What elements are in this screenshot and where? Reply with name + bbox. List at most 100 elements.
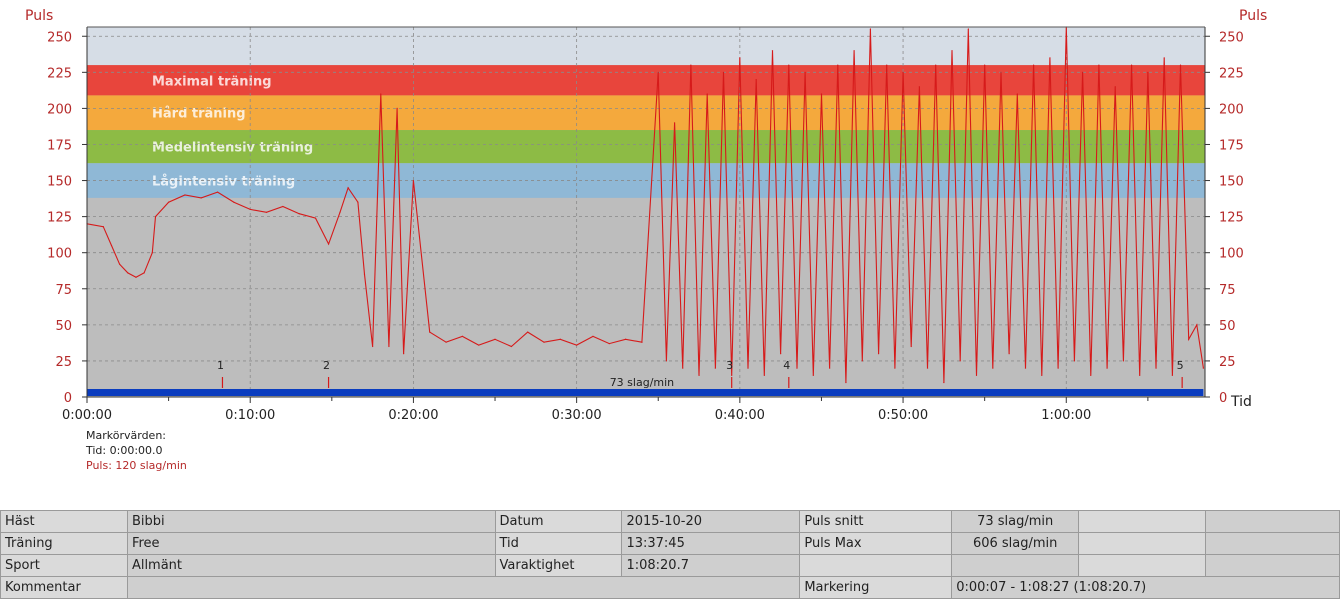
pulse-data-point — [1130, 64, 1133, 66]
pulse-data-point — [151, 252, 153, 254]
pulse-data-point — [869, 28, 872, 30]
pulse-data-point — [771, 50, 774, 52]
pulse-data-point — [926, 367, 929, 369]
y-axis-title-right: Puls — [1239, 8, 1267, 24]
x-tick-label: 0:30:00 — [552, 408, 602, 423]
y-tick-label-left: 0 — [64, 391, 72, 406]
pulse-data-point — [510, 345, 512, 348]
pulse-data-point — [576, 344, 578, 346]
y-tick-label-right: 125 — [1219, 211, 1244, 226]
pulse-data-point — [739, 57, 741, 59]
marker-number: 1 — [217, 359, 224, 372]
y-tick-label-left: 25 — [55, 355, 72, 370]
table-cell — [1078, 554, 1207, 577]
table-cell: Bibbi — [126, 510, 496, 533]
table-cell: Datum — [494, 510, 623, 533]
pulse-data-point — [357, 201, 359, 203]
pulse-data-point — [861, 360, 863, 362]
table-row: Kommentar Markering 0:00:07 - 1:08:27 (1:0… — [0, 576, 1340, 599]
y-axis-title-left: Puls — [25, 8, 53, 24]
table-cell — [1078, 532, 1207, 555]
pulse-data-point — [184, 194, 186, 196]
table-cell — [799, 554, 953, 577]
pulse-data-point — [168, 201, 170, 203]
pulse-data-point — [1114, 86, 1116, 88]
pulse-data-point — [959, 360, 961, 362]
pulse-data-point — [102, 226, 104, 228]
table-cell: 0:00:07 - 1:08:27 (1:08:20.7) — [951, 576, 1340, 599]
pulse-data-point — [829, 367, 831, 369]
pulse-data-point — [608, 343, 610, 345]
y-tick-label-left: 50 — [55, 319, 72, 334]
y-tick-label-left: 225 — [47, 66, 72, 81]
pulse-data-point — [135, 276, 137, 278]
pulse-data-point — [886, 64, 888, 66]
pulse-data-point — [1147, 71, 1149, 73]
zone-label: Maximal träning — [152, 74, 272, 89]
table-cell: Kommentar — [0, 576, 128, 599]
pulse-data-point — [380, 93, 382, 95]
pulse-data-point — [127, 272, 129, 274]
table-cell — [1205, 532, 1340, 555]
marker-number: 5 — [1177, 359, 1184, 372]
y-tick-label-left: 125 — [47, 211, 72, 226]
table-cell — [1205, 554, 1340, 577]
pulse-data-point — [327, 243, 330, 245]
pulse-data-point — [877, 353, 880, 355]
zone-label: Hård träning — [152, 107, 246, 122]
y-tick-label-right: 0 — [1219, 391, 1227, 406]
pulse-data-point — [763, 374, 765, 376]
pulse-data-point — [1122, 360, 1124, 362]
pulse-data-point — [478, 344, 480, 346]
pulse-data-point — [1163, 57, 1165, 59]
pulse-data-point — [388, 345, 390, 348]
pulse-data-point — [363, 273, 366, 275]
marker-values-title: Markörvärden: — [86, 429, 166, 442]
pulse-data-point — [592, 335, 594, 337]
pulse-data-point — [665, 360, 668, 362]
pulse-data-point — [527, 331, 529, 333]
pulse-data-point — [339, 211, 341, 213]
average-bar — [87, 389, 1204, 396]
y-tick-label-right: 225 — [1219, 66, 1244, 81]
pulse-data-point — [747, 367, 749, 369]
pulse-data-point — [461, 335, 463, 337]
table-row: Sport Allmänt Varaktighet 1:08:20.7 — [0, 554, 1340, 577]
pulse-data-point — [1008, 353, 1010, 355]
pulse-data-point — [796, 367, 798, 369]
y-tick-label-right: 75 — [1219, 283, 1236, 298]
pulse-data-point — [722, 71, 725, 73]
x-tick-label: 0:00:00 — [62, 408, 112, 423]
pulse-data-point — [820, 93, 823, 95]
pulse-data-point — [706, 93, 708, 95]
pulse-data-point — [731, 374, 733, 376]
pulse-data-point — [714, 367, 716, 369]
pulse-data-point — [1000, 71, 1002, 73]
y-tick-label-right: 250 — [1219, 30, 1244, 45]
marker-number: 3 — [726, 359, 733, 372]
pulse-chart[interactable]: Maximal träning Hård träning Medelintensiv… — [0, 0, 1340, 505]
pulse-data-point — [347, 187, 349, 189]
table-cell: Free — [126, 532, 496, 555]
table-cell: Träning — [0, 532, 128, 555]
table-cell: 13:37:45 — [621, 532, 801, 555]
average-label: 73 slag/min — [610, 376, 674, 389]
pulse-data-point — [935, 64, 937, 66]
table-cell: 606 slag/min — [951, 532, 1080, 555]
session-info-table: Häst Bibbi Datum 2015-10-20 Puls snitt 73 sla… — [0, 510, 1340, 599]
pulse-data-point — [902, 71, 904, 73]
pulse-data-point — [698, 374, 700, 376]
pulse-data-point — [755, 78, 757, 81]
pulse-data-point — [837, 64, 839, 66]
y-tick-label-right: 50 — [1219, 319, 1236, 334]
pulse-data-point — [200, 197, 202, 199]
pulse-data-point — [1057, 367, 1059, 369]
pulse-data-point — [494, 338, 496, 340]
pulse-data-point — [143, 272, 145, 274]
table-cell: Varaktighet — [494, 554, 623, 577]
x-tick-label: 0:20:00 — [388, 408, 438, 423]
table-cell: Sport — [0, 554, 128, 577]
table-row: Häst Bibbi Datum 2015-10-20 Puls snitt 73 sla… — [0, 510, 1340, 533]
pulse-data-point — [853, 50, 855, 52]
y-tick-label-left: 250 — [47, 30, 72, 45]
